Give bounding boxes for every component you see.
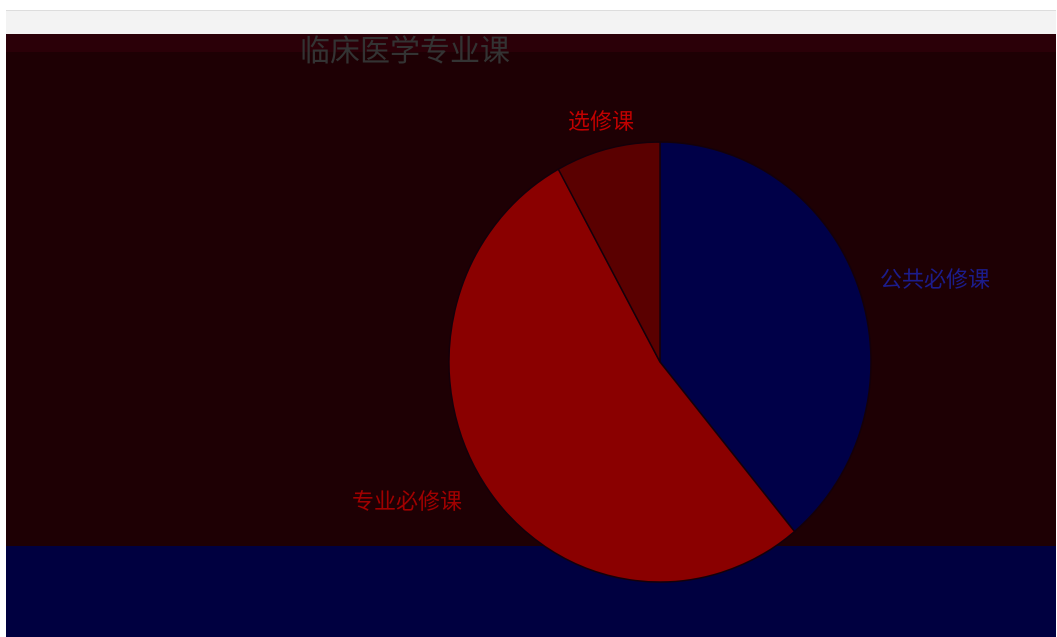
pie-slice-1 — [448, 168, 796, 583]
slice-label-0: 公共必修课 — [880, 268, 991, 293]
pie-slice-2 — [557, 141, 661, 363]
slice-label-2: 选修课 — [568, 110, 635, 135]
chart-title: 临床医学专业课 — [300, 34, 510, 69]
pie-slice-0 — [659, 141, 872, 533]
slice-label-1: 专业必修课 — [352, 490, 463, 515]
footer-band — [6, 546, 1056, 637]
